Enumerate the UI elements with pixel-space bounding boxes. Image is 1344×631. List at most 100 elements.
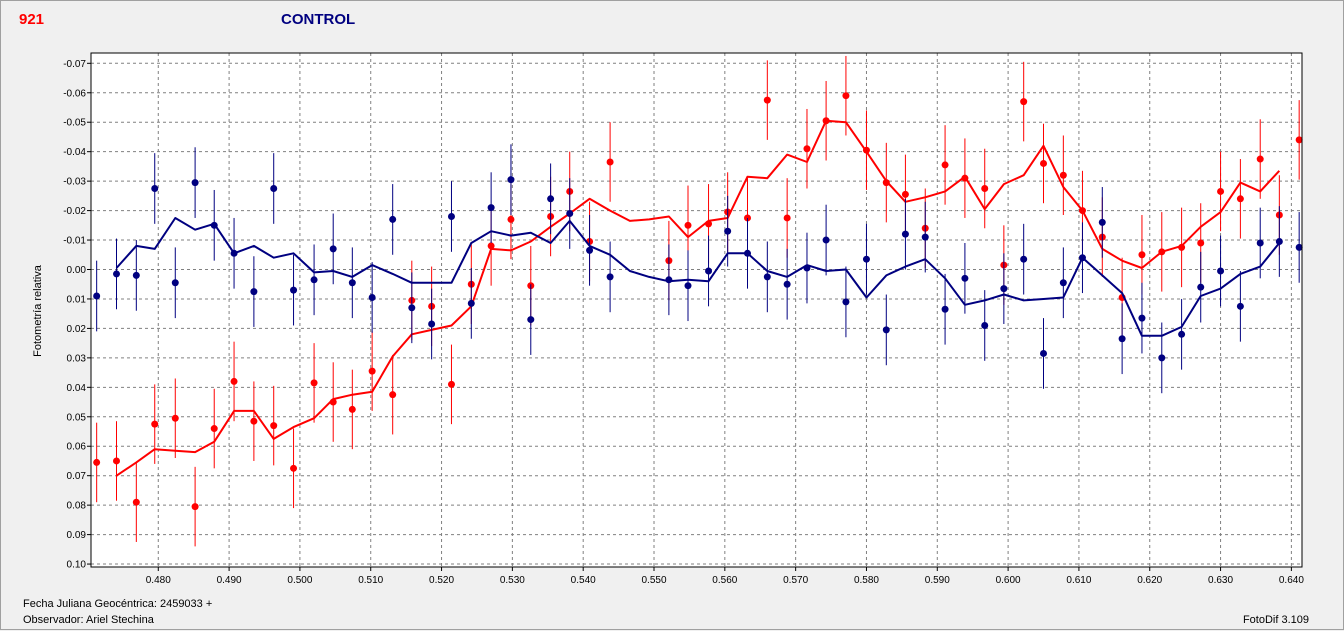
data-point <box>1217 267 1225 275</box>
data-point <box>981 184 989 192</box>
data-point <box>310 379 318 387</box>
data-point <box>743 249 751 257</box>
data-point <box>408 304 416 312</box>
y-tick-label: 0.09 <box>67 530 87 541</box>
data-point <box>705 220 713 228</box>
y-tick-label: -0.01 <box>63 236 86 247</box>
x-tick-label: 0.480 <box>146 575 171 586</box>
y-tick-label: 0.04 <box>67 383 87 394</box>
data-point <box>921 233 929 241</box>
data-point <box>1000 285 1008 293</box>
data-point <box>941 305 949 313</box>
x-tick-label: 0.500 <box>287 575 312 586</box>
data-point <box>961 174 969 182</box>
y-tick-label: 0.01 <box>67 294 87 305</box>
data-point <box>210 221 218 229</box>
y-tick-label: -0.05 <box>63 118 86 129</box>
data-point <box>763 96 771 104</box>
data-point <box>210 425 218 433</box>
y-tick-label: 0.08 <box>67 501 87 512</box>
y-tick-label: 0.06 <box>67 442 87 453</box>
data-point <box>1178 243 1186 251</box>
data-point <box>93 458 101 466</box>
data-point <box>132 271 140 279</box>
tick-layer: 0.480 0.490 0.500 0.510 0.520 0.530 0.540 0.550… <box>63 59 1304 586</box>
data-point <box>447 212 455 220</box>
series-2 <box>93 144 1303 394</box>
data-point <box>606 158 614 166</box>
x-tick-label: 0.590 <box>925 575 950 586</box>
data-point <box>901 190 909 198</box>
data-point <box>93 292 101 300</box>
y-tick-label: 0.05 <box>67 412 87 423</box>
data-point <box>941 161 949 169</box>
y-tick-label: -0.06 <box>63 88 86 99</box>
data-point <box>763 273 771 281</box>
x-tick-label: 0.490 <box>217 575 242 586</box>
footer-observer: Observador: Ariel Stechina <box>23 614 154 626</box>
x-tick-label: 0.540 <box>571 575 596 586</box>
data-point <box>191 503 199 511</box>
x-tick-label: 0.640 <box>1279 575 1304 586</box>
y-tick-label: -0.03 <box>63 177 86 188</box>
footer-software-version: FotoDif 3.109 <box>1242 614 1309 626</box>
x-tick-label: 0.630 <box>1208 575 1233 586</box>
data-point <box>487 242 495 250</box>
x-tick-label: 0.560 <box>712 575 737 586</box>
data-point <box>348 279 356 287</box>
data-point <box>1158 248 1166 256</box>
plot-frame <box>91 53 1302 567</box>
data-point <box>981 321 989 329</box>
data-point <box>882 179 890 187</box>
data-point <box>230 249 238 257</box>
footer-julian-date: Fecha Juliana Geocéntrica: 2459033 + <box>23 598 213 610</box>
data-point <box>310 276 318 284</box>
series-trend-line <box>115 119 1281 477</box>
data-point <box>270 422 278 430</box>
data-point <box>862 255 870 263</box>
data-point <box>507 176 515 184</box>
data-point <box>1197 283 1205 291</box>
data-point <box>348 405 356 413</box>
data-point <box>487 204 495 212</box>
y-tick-label: -0.02 <box>63 206 86 217</box>
y-tick-label: 0.03 <box>67 353 87 364</box>
data-point <box>862 146 870 154</box>
grid-layer <box>91 53 1302 567</box>
data-point <box>1217 187 1225 195</box>
data-point <box>467 299 475 307</box>
data-point <box>822 117 830 125</box>
data-point <box>665 276 673 284</box>
x-tick-label: 0.580 <box>854 575 879 586</box>
data-point <box>1256 155 1264 163</box>
data-point <box>270 184 278 192</box>
data-point <box>230 377 238 385</box>
y-tick-label: 0.10 <box>67 560 87 571</box>
x-tick-label: 0.610 <box>1066 575 1091 586</box>
data-point <box>1078 207 1086 215</box>
data-point <box>1236 195 1244 203</box>
data-point <box>1078 254 1086 262</box>
data-point <box>250 417 258 425</box>
data-point <box>1118 335 1126 343</box>
data-point <box>822 236 830 244</box>
data-point <box>191 179 199 187</box>
data-point <box>250 288 258 296</box>
data-point <box>566 210 574 218</box>
chart-title: CONTROL <box>281 11 356 28</box>
data-point <box>290 464 298 472</box>
data-point <box>961 274 969 282</box>
data-point <box>428 320 436 328</box>
data-point <box>705 267 713 275</box>
series-trend-line <box>115 217 1281 337</box>
data-point <box>329 398 337 406</box>
data-point <box>783 214 791 222</box>
data-point <box>1256 239 1264 247</box>
data-point <box>882 326 890 334</box>
data-point <box>1138 251 1146 259</box>
data-point <box>151 420 159 428</box>
data-point <box>171 414 179 422</box>
data-point <box>803 264 811 272</box>
data-point <box>1059 171 1067 179</box>
